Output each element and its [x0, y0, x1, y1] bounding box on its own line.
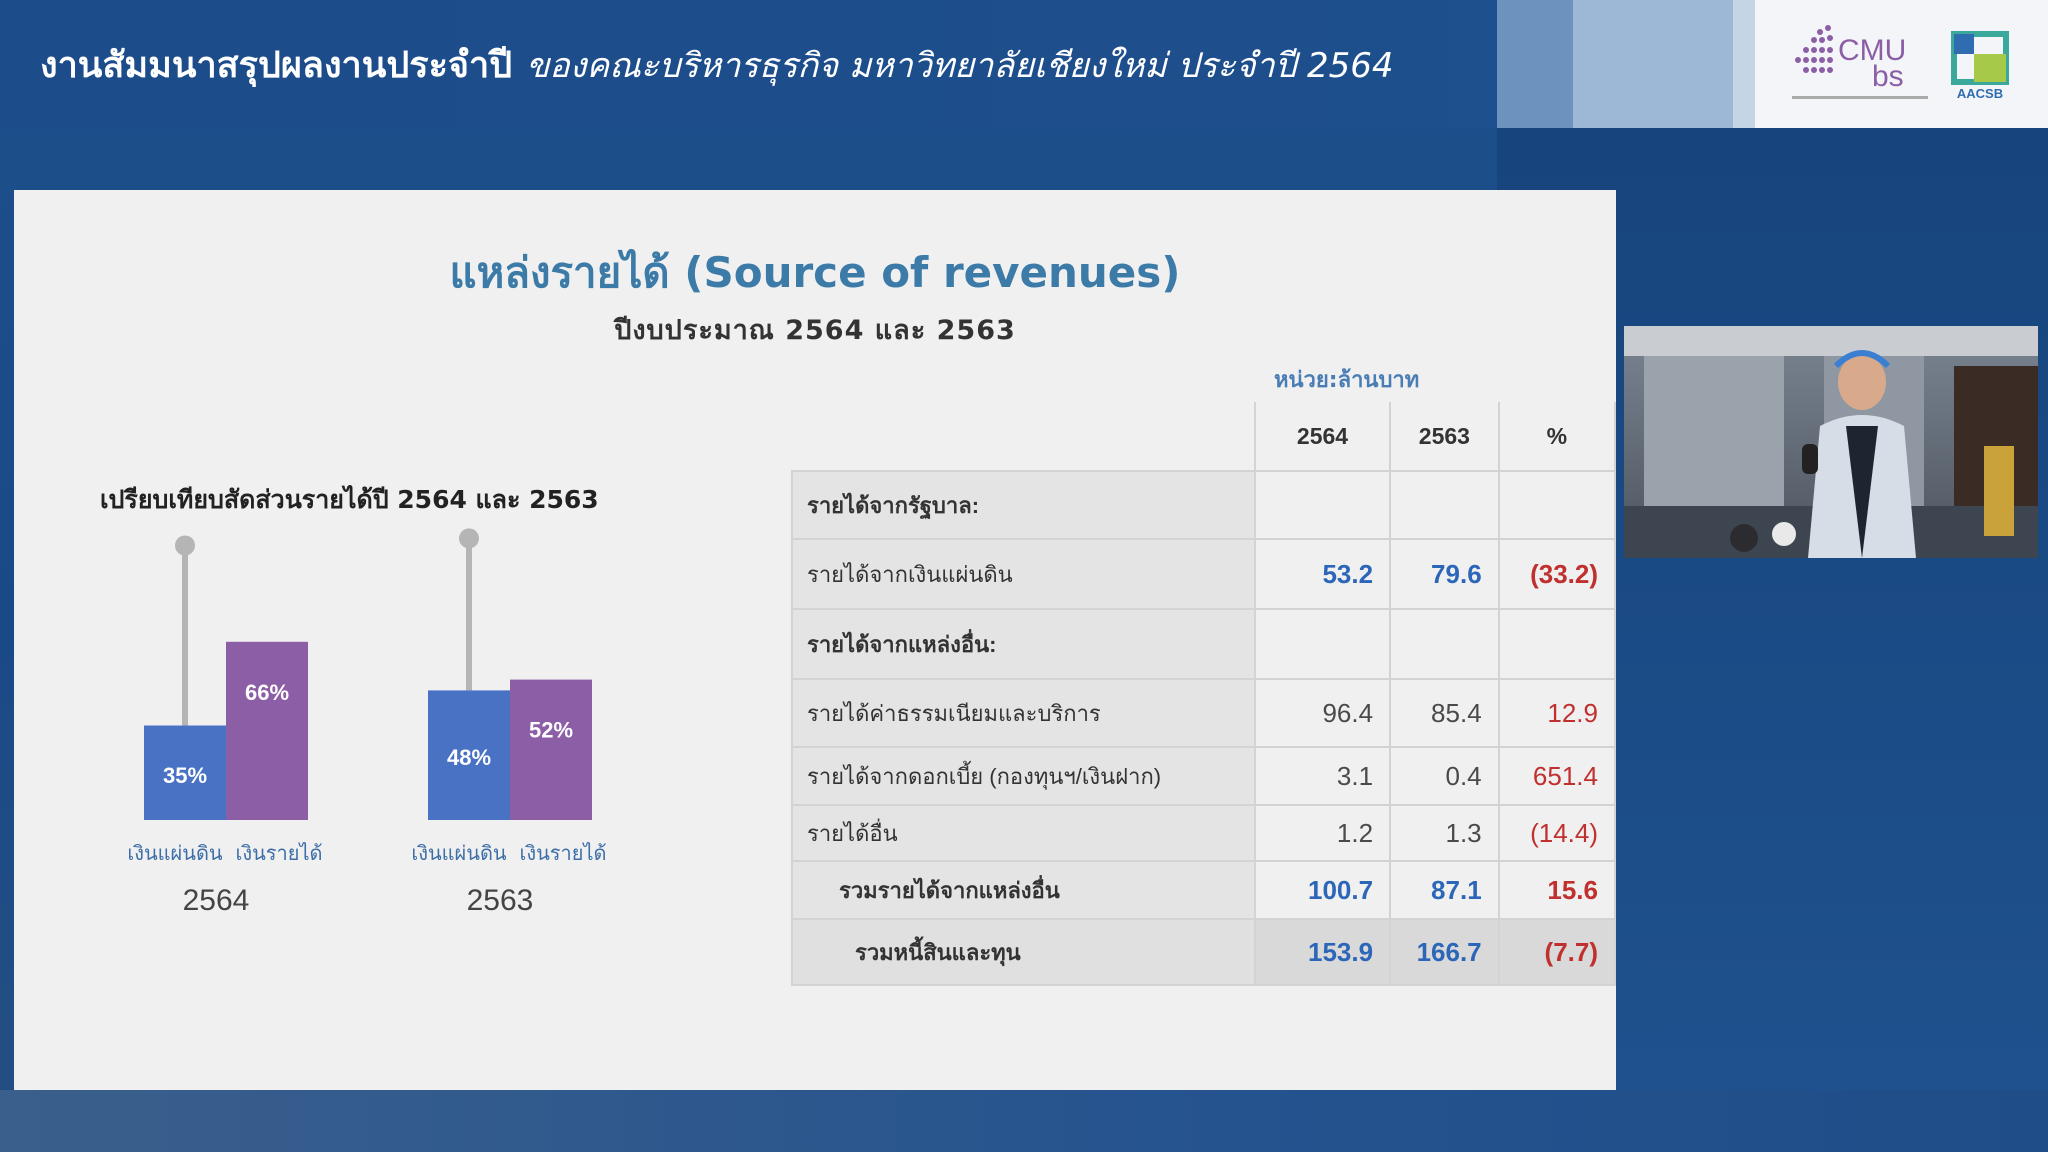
cell-2564: 3.1	[1253, 746, 1392, 806]
table-header-row: 2564 2563 %	[792, 402, 1617, 472]
cell-percent: (33.2)	[1497, 538, 1617, 610]
aacsb-logo-text: AACSB	[1957, 86, 2003, 101]
cell-2564: 100.7	[1253, 860, 1392, 920]
slide-title: แหล่งรายได้ (Source of revenues)	[449, 248, 1181, 297]
bar-value-label: 48%	[447, 745, 491, 770]
slide-subtitle: ปีงบประมาณ 2564 และ 2563	[614, 315, 1016, 346]
bar-pointer-dot	[459, 528, 479, 549]
row-label: รายได้จากเงินแผ่นดิน	[791, 538, 1256, 610]
bar-category-label: เงินแผ่นดิน	[127, 841, 223, 865]
cell-percent: (7.7)	[1497, 918, 1617, 986]
cmu-logo-text: CMU	[1838, 34, 1906, 67]
bar-value-label: 66%	[245, 680, 289, 705]
cell-2564	[1253, 470, 1392, 540]
cell-2563: 0.4	[1389, 746, 1500, 806]
cell-2564: 53.2	[1253, 538, 1392, 610]
bar-category-label: เงินแผ่นดิน	[411, 841, 507, 865]
bar-pointer-dot	[175, 535, 195, 556]
header-stripe	[1497, 0, 1573, 128]
header-title-italic: ของคณะบริหารธุรกิจ มหาวิทยาลัยเชียงใหม่ …	[526, 46, 1394, 86]
bar-category-label: เงินรายได้	[519, 841, 606, 865]
webcam-scene-icon	[1624, 326, 2038, 558]
aacsb-logo: AACSB	[1951, 31, 2009, 101]
bar	[226, 641, 308, 820]
table-header-percent: %	[1498, 402, 1617, 472]
header-title: งานสัมมนาสรุปผลงานประจำปี ของคณะบริหารธุร…	[40, 36, 1394, 93]
header-bar: งานสัมมนาสรุปผลงานประจำปี ของคณะบริหารธุร…	[0, 0, 2048, 128]
cell-2563: 79.6	[1389, 538, 1500, 610]
unit-label: หน่วย:ล้านบาท	[1274, 368, 1420, 393]
table-row: รายได้จากรัฐบาล:	[791, 470, 1617, 540]
cell-2563: 87.1	[1389, 860, 1500, 920]
table-row: รายได้อื่น 1.2 1.3 (14.4)	[791, 804, 1617, 862]
header-stripe	[1733, 0, 1755, 128]
chart-heading: เปรียบเทียบสัดส่วนรายได้ปี 2564 และ 2563	[100, 485, 599, 514]
table-row: รวมรายได้จากแหล่งอื่น 100.7 87.1 15.6	[791, 860, 1617, 920]
cell-2564: 153.9	[1253, 918, 1392, 986]
row-label: รายได้จากรัฐบาล:	[791, 470, 1256, 540]
bar	[144, 725, 226, 820]
group-year-label: 2563	[467, 884, 534, 917]
header-title-bold: งานสัมมนาสรุปผลงานประจำปี	[40, 45, 513, 86]
row-label: รายได้อื่น	[791, 804, 1256, 862]
cell-percent: 651.4	[1497, 746, 1617, 806]
header-stripe	[1573, 0, 1733, 128]
cell-2564: 96.4	[1253, 678, 1392, 748]
cell-percent: (14.4)	[1497, 804, 1617, 862]
logo-area: CMU bs AACSB	[1755, 0, 2048, 128]
table-row: รายได้จากดอกเบี้ย (กองทุนฯ/เงินฝาก) 3.1 …	[791, 746, 1617, 806]
bar-value-label: 35%	[163, 763, 207, 788]
revenue-share-chart: 35% เงินแผ่นดิน 66% เงินรายได้ 2564 48% เงินแผ…	[127, 528, 607, 917]
row-label: รายได้จากแหล่งอื่น:	[791, 608, 1256, 680]
cell-percent: 15.6	[1497, 860, 1617, 920]
cell-2563	[1389, 470, 1500, 540]
cell-2564	[1253, 608, 1392, 680]
group-year-label: 2564	[183, 884, 250, 917]
row-label: รายได้จากดอกเบี้ย (กองทุนฯ/เงินฝาก)	[791, 746, 1256, 806]
cell-percent	[1497, 470, 1617, 540]
table-header-2564: 2564	[1254, 402, 1392, 472]
revenue-table: 2564 2563 % รายได้จากรัฐบาล: รายได้จากเง…	[791, 402, 1617, 986]
cell-2564: 1.2	[1253, 804, 1392, 862]
cell-percent: 12.9	[1497, 678, 1617, 748]
cell-2563	[1389, 608, 1500, 680]
bs-logo-text: bs	[1872, 60, 1904, 93]
bar	[510, 679, 592, 820]
cell-2563: 85.4	[1389, 678, 1500, 748]
cmu-bs-logo: CMU bs	[1792, 25, 1928, 99]
table-header-blank	[792, 402, 1256, 472]
table-row-total: รวมหนี้สินและทุน 153.9 166.7 (7.7)	[791, 918, 1617, 986]
table-header-2563: 2563	[1390, 402, 1500, 472]
bar	[428, 690, 510, 820]
bar-category-label: เงินรายได้	[235, 841, 322, 865]
table-row: รายได้ค่าธรรมเนียมและบริการ 96.4 85.4 12…	[791, 678, 1617, 748]
cell-percent	[1497, 608, 1617, 680]
webcam-feed[interactable]	[1624, 326, 2038, 558]
bar-value-label: 52%	[529, 718, 573, 743]
table-row: รายได้จากเงินแผ่นดิน 53.2 79.6 (33.2)	[791, 538, 1617, 610]
table-row: รายได้จากแหล่งอื่น:	[791, 608, 1617, 680]
row-label: รายได้ค่าธรรมเนียมและบริการ	[791, 678, 1256, 748]
row-label: รวมรายได้จากแหล่งอื่น	[791, 860, 1256, 920]
presentation-slide: แหล่งรายได้ (Source of revenues) ปีงบประ…	[14, 190, 1617, 1090]
cell-2563: 1.3	[1389, 804, 1500, 862]
cell-2563: 166.7	[1389, 918, 1500, 986]
background-bottom-strip	[0, 1090, 2048, 1152]
row-label: รวมหนี้สินและทุน	[791, 918, 1256, 986]
